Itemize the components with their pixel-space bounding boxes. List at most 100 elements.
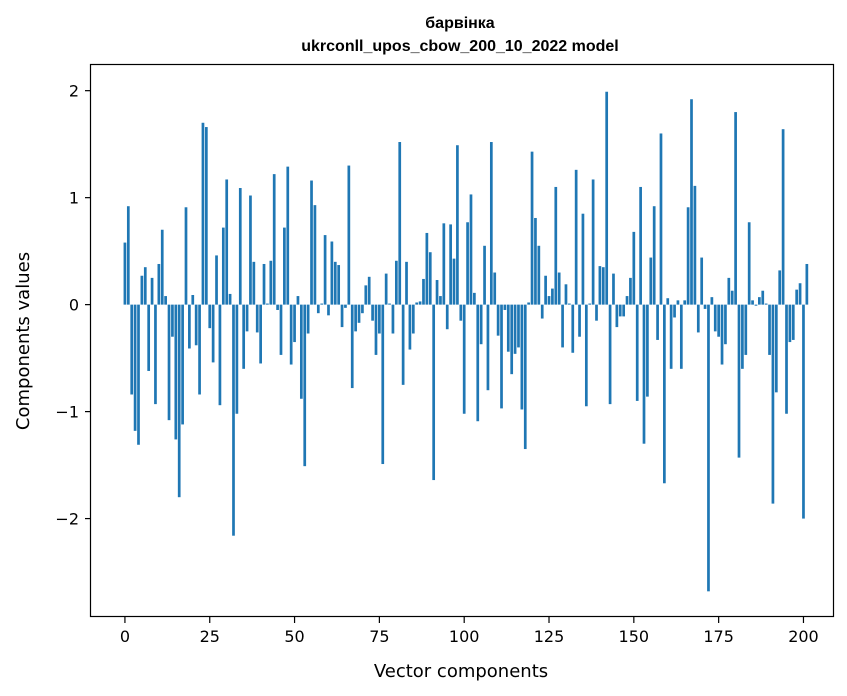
bar xyxy=(615,304,619,328)
bar xyxy=(805,263,809,305)
bar xyxy=(778,270,782,305)
x-tick-label: 175 xyxy=(703,627,734,646)
bar xyxy=(289,304,293,365)
bar xyxy=(727,277,731,305)
bar xyxy=(262,263,266,305)
y-axis-label: Components values xyxy=(13,252,34,430)
bar xyxy=(774,304,778,393)
bar xyxy=(293,304,296,343)
bar xyxy=(157,263,161,305)
bar xyxy=(357,304,361,323)
bar xyxy=(411,304,415,334)
bar xyxy=(276,304,279,310)
bar xyxy=(255,304,259,333)
bar xyxy=(330,241,334,305)
bar xyxy=(398,142,402,305)
bar xyxy=(350,304,354,389)
bar xyxy=(730,290,734,305)
bar xyxy=(635,304,639,401)
bar xyxy=(771,304,775,504)
bar xyxy=(333,261,337,305)
chart-subtitle: ukrconll_upos_cbow_200_10_2022 model xyxy=(301,38,618,55)
x-tick-label: 0 xyxy=(120,627,130,646)
bar xyxy=(354,304,357,332)
bar xyxy=(469,194,473,305)
x-tick-label: 50 xyxy=(284,627,304,646)
bar xyxy=(215,255,218,305)
y-axis-ticks: −2 −1 0 1 2 xyxy=(55,82,91,529)
bar xyxy=(337,265,341,305)
bar xyxy=(608,304,612,405)
bar xyxy=(401,304,405,385)
bar xyxy=(394,260,398,305)
y-tick-label: 0 xyxy=(69,296,79,315)
bar xyxy=(435,280,439,305)
bar xyxy=(503,304,507,310)
bar xyxy=(452,258,456,305)
bar xyxy=(181,304,184,425)
bar xyxy=(713,304,717,332)
bar xyxy=(686,207,690,305)
bar xyxy=(286,166,290,305)
chart-title: барвінка xyxy=(425,15,495,32)
x-axis-ticks: 0 25 50 75 100 125 150 175 200 xyxy=(120,617,819,646)
bar xyxy=(581,213,585,305)
bar xyxy=(659,133,663,305)
bar xyxy=(174,304,178,440)
bar xyxy=(578,304,581,337)
bar xyxy=(449,224,452,305)
x-axis-label: Vector components xyxy=(374,661,548,682)
bar xyxy=(744,304,748,355)
bar xyxy=(703,304,707,309)
bar xyxy=(510,304,514,375)
bar xyxy=(781,129,785,305)
bar xyxy=(221,227,225,305)
bar xyxy=(456,145,459,305)
bar xyxy=(137,304,140,445)
bar xyxy=(523,304,527,450)
bar xyxy=(259,304,262,364)
bar xyxy=(540,304,544,319)
bar xyxy=(340,304,344,328)
bar xyxy=(754,304,758,306)
bar xyxy=(618,304,622,317)
bar xyxy=(225,179,229,305)
bar xyxy=(584,304,588,407)
bar xyxy=(622,304,626,317)
bar xyxy=(442,223,446,305)
bar xyxy=(208,304,212,329)
bar xyxy=(432,304,436,481)
bar xyxy=(785,304,788,414)
bar xyxy=(591,179,595,305)
bar xyxy=(741,304,744,369)
bar xyxy=(656,304,659,340)
bar xyxy=(537,245,541,305)
bar xyxy=(194,304,198,346)
bar xyxy=(408,304,412,350)
bar xyxy=(679,304,683,369)
bar xyxy=(171,304,174,337)
bar xyxy=(517,304,520,348)
bar xyxy=(707,304,710,592)
bar xyxy=(629,277,632,305)
bar xyxy=(506,304,510,352)
bar xyxy=(601,267,605,305)
bar xyxy=(405,261,408,305)
bar xyxy=(154,304,157,405)
bar xyxy=(347,165,351,305)
bar xyxy=(371,304,374,321)
bar xyxy=(527,302,531,305)
bar xyxy=(218,304,222,406)
bar xyxy=(167,304,171,421)
bar xyxy=(310,180,313,305)
bar xyxy=(459,304,463,321)
bar xyxy=(530,151,534,305)
plot-frame xyxy=(89,63,835,618)
bar xyxy=(147,304,151,371)
bar xyxy=(364,285,368,305)
bar xyxy=(639,186,642,305)
bar xyxy=(696,304,700,333)
bar xyxy=(198,304,201,395)
bar xyxy=(201,122,205,305)
